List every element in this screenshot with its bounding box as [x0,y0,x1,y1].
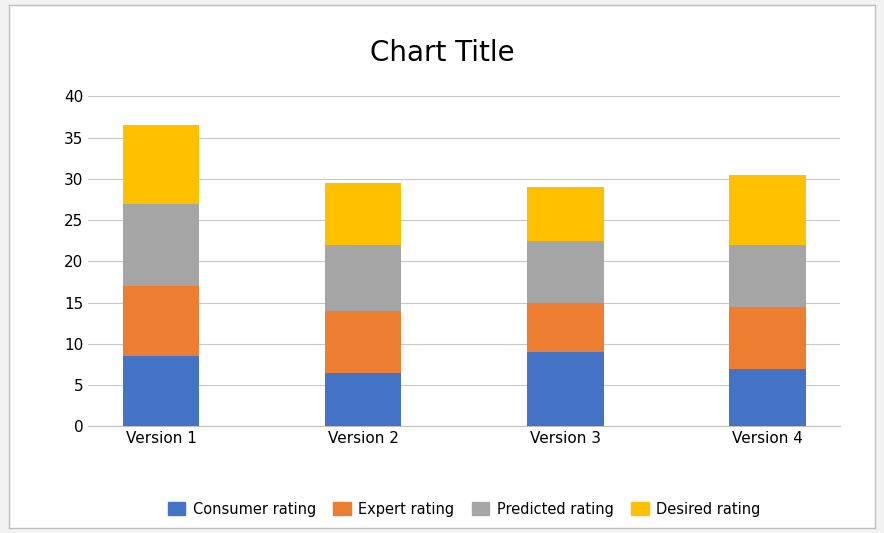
Bar [527,303,604,352]
Bar [527,352,604,426]
Bar [324,311,401,373]
Bar [324,183,401,245]
Bar [728,369,805,426]
Bar [527,241,604,303]
Bar [123,204,200,286]
Legend: Consumer rating, Expert rating, Predicted rating, Desired rating: Consumer rating, Expert rating, Predicte… [162,496,766,523]
Bar [324,245,401,311]
Bar [728,245,805,307]
Bar [123,286,200,356]
Bar [527,187,604,241]
Bar [728,307,805,369]
Bar [324,373,401,426]
Text: Chart Title: Chart Title [370,39,514,67]
Bar [123,356,200,426]
Bar [728,175,805,245]
Bar [123,125,200,204]
